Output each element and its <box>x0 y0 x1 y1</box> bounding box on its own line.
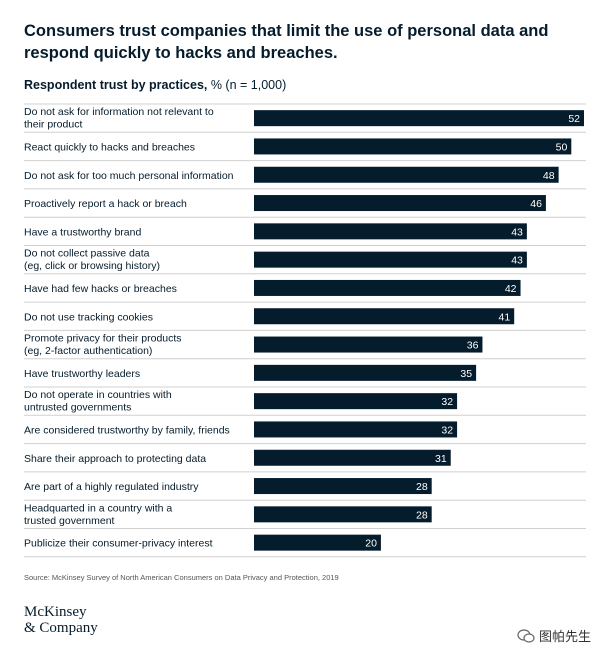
bar-value-label: 52 <box>568 113 580 125</box>
bar <box>254 421 458 438</box>
category-label-line: Are considered trustworthy by family, fr… <box>24 424 230 436</box>
logo-line-2: & Company <box>24 620 98 636</box>
category-label: Are part of a highly regulated industry <box>24 481 199 493</box>
chart-subtitle: Respondent trust by practices, % (n = 1,… <box>24 78 286 92</box>
bar <box>254 336 483 353</box>
bar-value-label: 32 <box>441 424 453 436</box>
category-label: Do not use tracking cookies <box>24 311 153 323</box>
category-label-line: Are part of a highly regulated industry <box>24 481 199 493</box>
subtitle-rest: % (n = 1,000) <box>207 78 287 92</box>
watermark: 图帕先生 <box>517 626 591 645</box>
category-label: Promote privacy for their products (eg, 2… <box>24 333 182 358</box>
bar-value-label: 36 <box>467 340 479 352</box>
category-label-line: Proactively report a hack or breach <box>24 198 187 210</box>
bar-chart: Do not ask for information not relevant … <box>24 103 586 558</box>
bar <box>254 478 432 495</box>
source-note: Source: McKinsey Survey of North America… <box>24 573 339 582</box>
category-label: Share their approach to protecting data <box>24 453 206 465</box>
category-label: Do not collect passive data (eg, click or… <box>24 248 160 273</box>
category-label-line: Promote privacy for their products <box>24 333 182 345</box>
subtitle-bold: Respondent trust by practices, <box>24 78 208 92</box>
category-label-line: (eg, 2-factor authentication) <box>24 345 152 357</box>
category-label-line: (eg, click or browsing history) <box>24 260 160 272</box>
bar-value-label: 35 <box>460 368 472 380</box>
category-label: React quickly to hacks and breaches <box>24 141 195 153</box>
bar <box>254 195 546 212</box>
bar-value-label: 43 <box>511 226 523 238</box>
bar-value-label: 32 <box>441 396 453 408</box>
bar <box>254 138 572 155</box>
mckinsey-logo: McKinsey & Company <box>24 604 98 636</box>
bar <box>254 166 559 183</box>
category-label: Headquarted in a country with a trusted g… <box>24 502 172 526</box>
category-label: Have had few hacks or breaches <box>24 283 177 295</box>
bar <box>254 279 521 296</box>
bar-value-label: 28 <box>416 481 428 493</box>
bar <box>254 534 381 551</box>
category-label-line: their product <box>24 119 82 131</box>
bar <box>254 506 432 523</box>
bar-value-label: 42 <box>505 283 517 295</box>
category-label: Have trustworthy leaders <box>24 368 140 380</box>
category-label: Do not operate in countries with untruste… <box>24 389 172 414</box>
category-label-line: Do not ask for information not relevant … <box>24 106 214 118</box>
category-label-line: Have trustworthy leaders <box>24 368 140 380</box>
bar-value-label: 28 <box>416 509 428 521</box>
category-label-line: Share their approach to protecting data <box>24 453 206 465</box>
bar-value-label: 46 <box>530 198 542 210</box>
bar <box>254 364 477 381</box>
category-label-line: Do not collect passive data <box>24 248 150 260</box>
bar-value-label: 43 <box>511 255 523 267</box>
bar <box>254 308 515 325</box>
category-label: Have a trustworthy brand <box>24 226 141 238</box>
category-label-line: Have a trustworthy brand <box>24 226 141 238</box>
bar-value-label: 48 <box>543 170 555 182</box>
bar-value-label: 20 <box>365 538 377 550</box>
bar-value-label: 50 <box>556 141 568 153</box>
logo-line-1: McKinsey <box>24 604 87 620</box>
category-label: Publicize their consumer-privacy interes… <box>24 538 213 550</box>
category-label-line: Publicize their consumer-privacy interes… <box>24 538 213 550</box>
category-label-line: Have had few hacks or breaches <box>24 283 177 295</box>
category-label-line: Do not operate in countries with <box>24 389 172 401</box>
bar <box>254 223 527 240</box>
category-label-line: React quickly to hacks and breaches <box>24 141 195 153</box>
category-label: Do not ask for too much personal informa… <box>24 170 234 182</box>
category-label-line: Do not use tracking cookies <box>24 311 153 323</box>
chart-title: Consumers trust companies that limit the… <box>24 22 549 62</box>
category-label: Do not ask for information not relevant … <box>24 106 214 130</box>
category-label-line: untrusted governments <box>24 402 131 414</box>
category-label-line: Headquarted in a country with a <box>24 502 172 514</box>
bar-value-label: 31 <box>435 453 447 465</box>
category-label-line: trusted government <box>24 515 115 527</box>
category-label-line: Do not ask for too much personal informa… <box>24 170 234 182</box>
bar <box>254 449 451 466</box>
category-label: Proactively report a hack or breach <box>24 198 187 210</box>
bar <box>254 110 584 127</box>
bar <box>254 393 458 410</box>
watermark-text: 图帕先生 <box>538 629 591 644</box>
bar-value-label: 41 <box>499 311 511 323</box>
category-label: Are considered trustworthy by family, fr… <box>24 424 230 436</box>
wechat-icon <box>517 628 535 643</box>
bar <box>254 251 527 268</box>
